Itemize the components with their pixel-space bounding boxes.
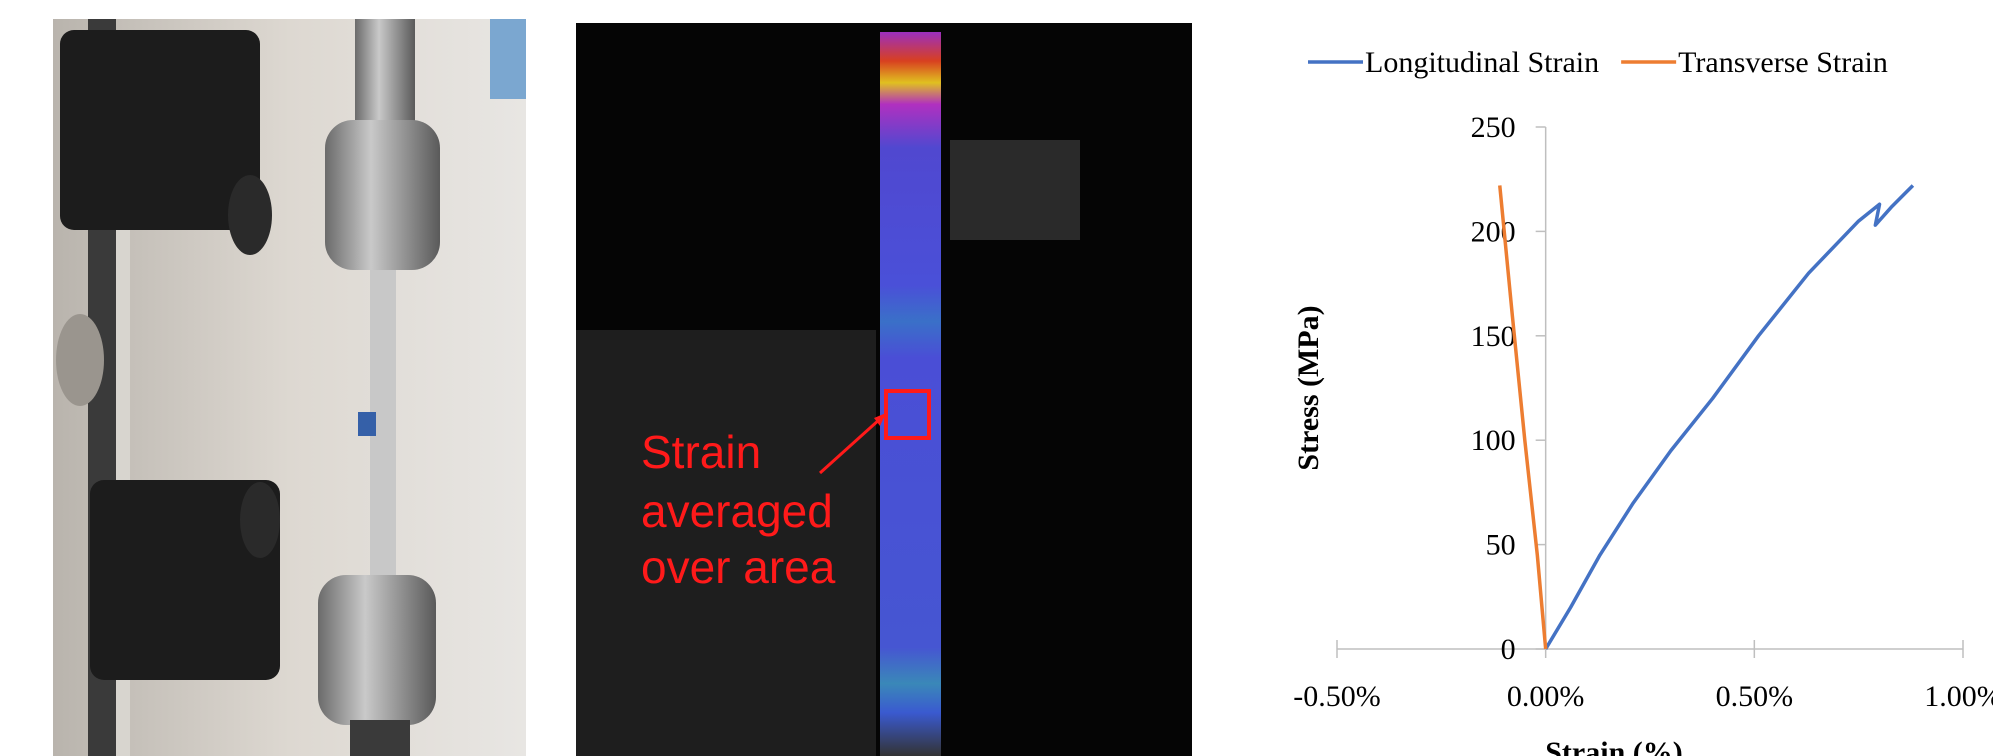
page: { "chart_data": { "type": "line", "x_lab… xyxy=(0,0,1993,756)
y-tick-label: 50 xyxy=(1486,529,1516,562)
x-tick-label: 1.00% xyxy=(1924,680,1993,713)
legend-label: Longitudinal Strain xyxy=(1365,46,1599,79)
annotation-line: Strain xyxy=(641,426,761,478)
annotation-line: over area xyxy=(641,541,836,593)
test-setup-photo xyxy=(53,19,526,756)
x-axis-title: Strain (%) xyxy=(1545,736,1683,756)
legend-label: Transverse Strain xyxy=(1678,46,1888,79)
y-tick-label: 150 xyxy=(1471,320,1516,353)
figure: Strain averaged over area 0 50 100 150 200 25… xyxy=(0,0,1993,756)
y-tick-label: 250 xyxy=(1471,111,1516,144)
y-tick-label: 100 xyxy=(1471,424,1516,457)
data-line xyxy=(1500,185,1546,649)
y-axis-title: Stress (MPa) xyxy=(1292,305,1325,470)
y-tick-label: 0 xyxy=(1501,633,1516,666)
data-line xyxy=(1546,185,1913,649)
x-tick-label: 0.00% xyxy=(1507,680,1585,713)
x-tick-label: -0.50% xyxy=(1293,680,1380,713)
x-tick-label: 0.50% xyxy=(1716,680,1794,713)
annotation-line: averaged xyxy=(641,485,833,537)
chart: 0 50 100 150 200 250 -0.50% 0.00% 0.50% 1.00% Stra… xyxy=(1292,46,1993,756)
y-tick-label: 200 xyxy=(1471,215,1516,248)
dic-photo: Strain averaged over area xyxy=(576,23,1192,756)
